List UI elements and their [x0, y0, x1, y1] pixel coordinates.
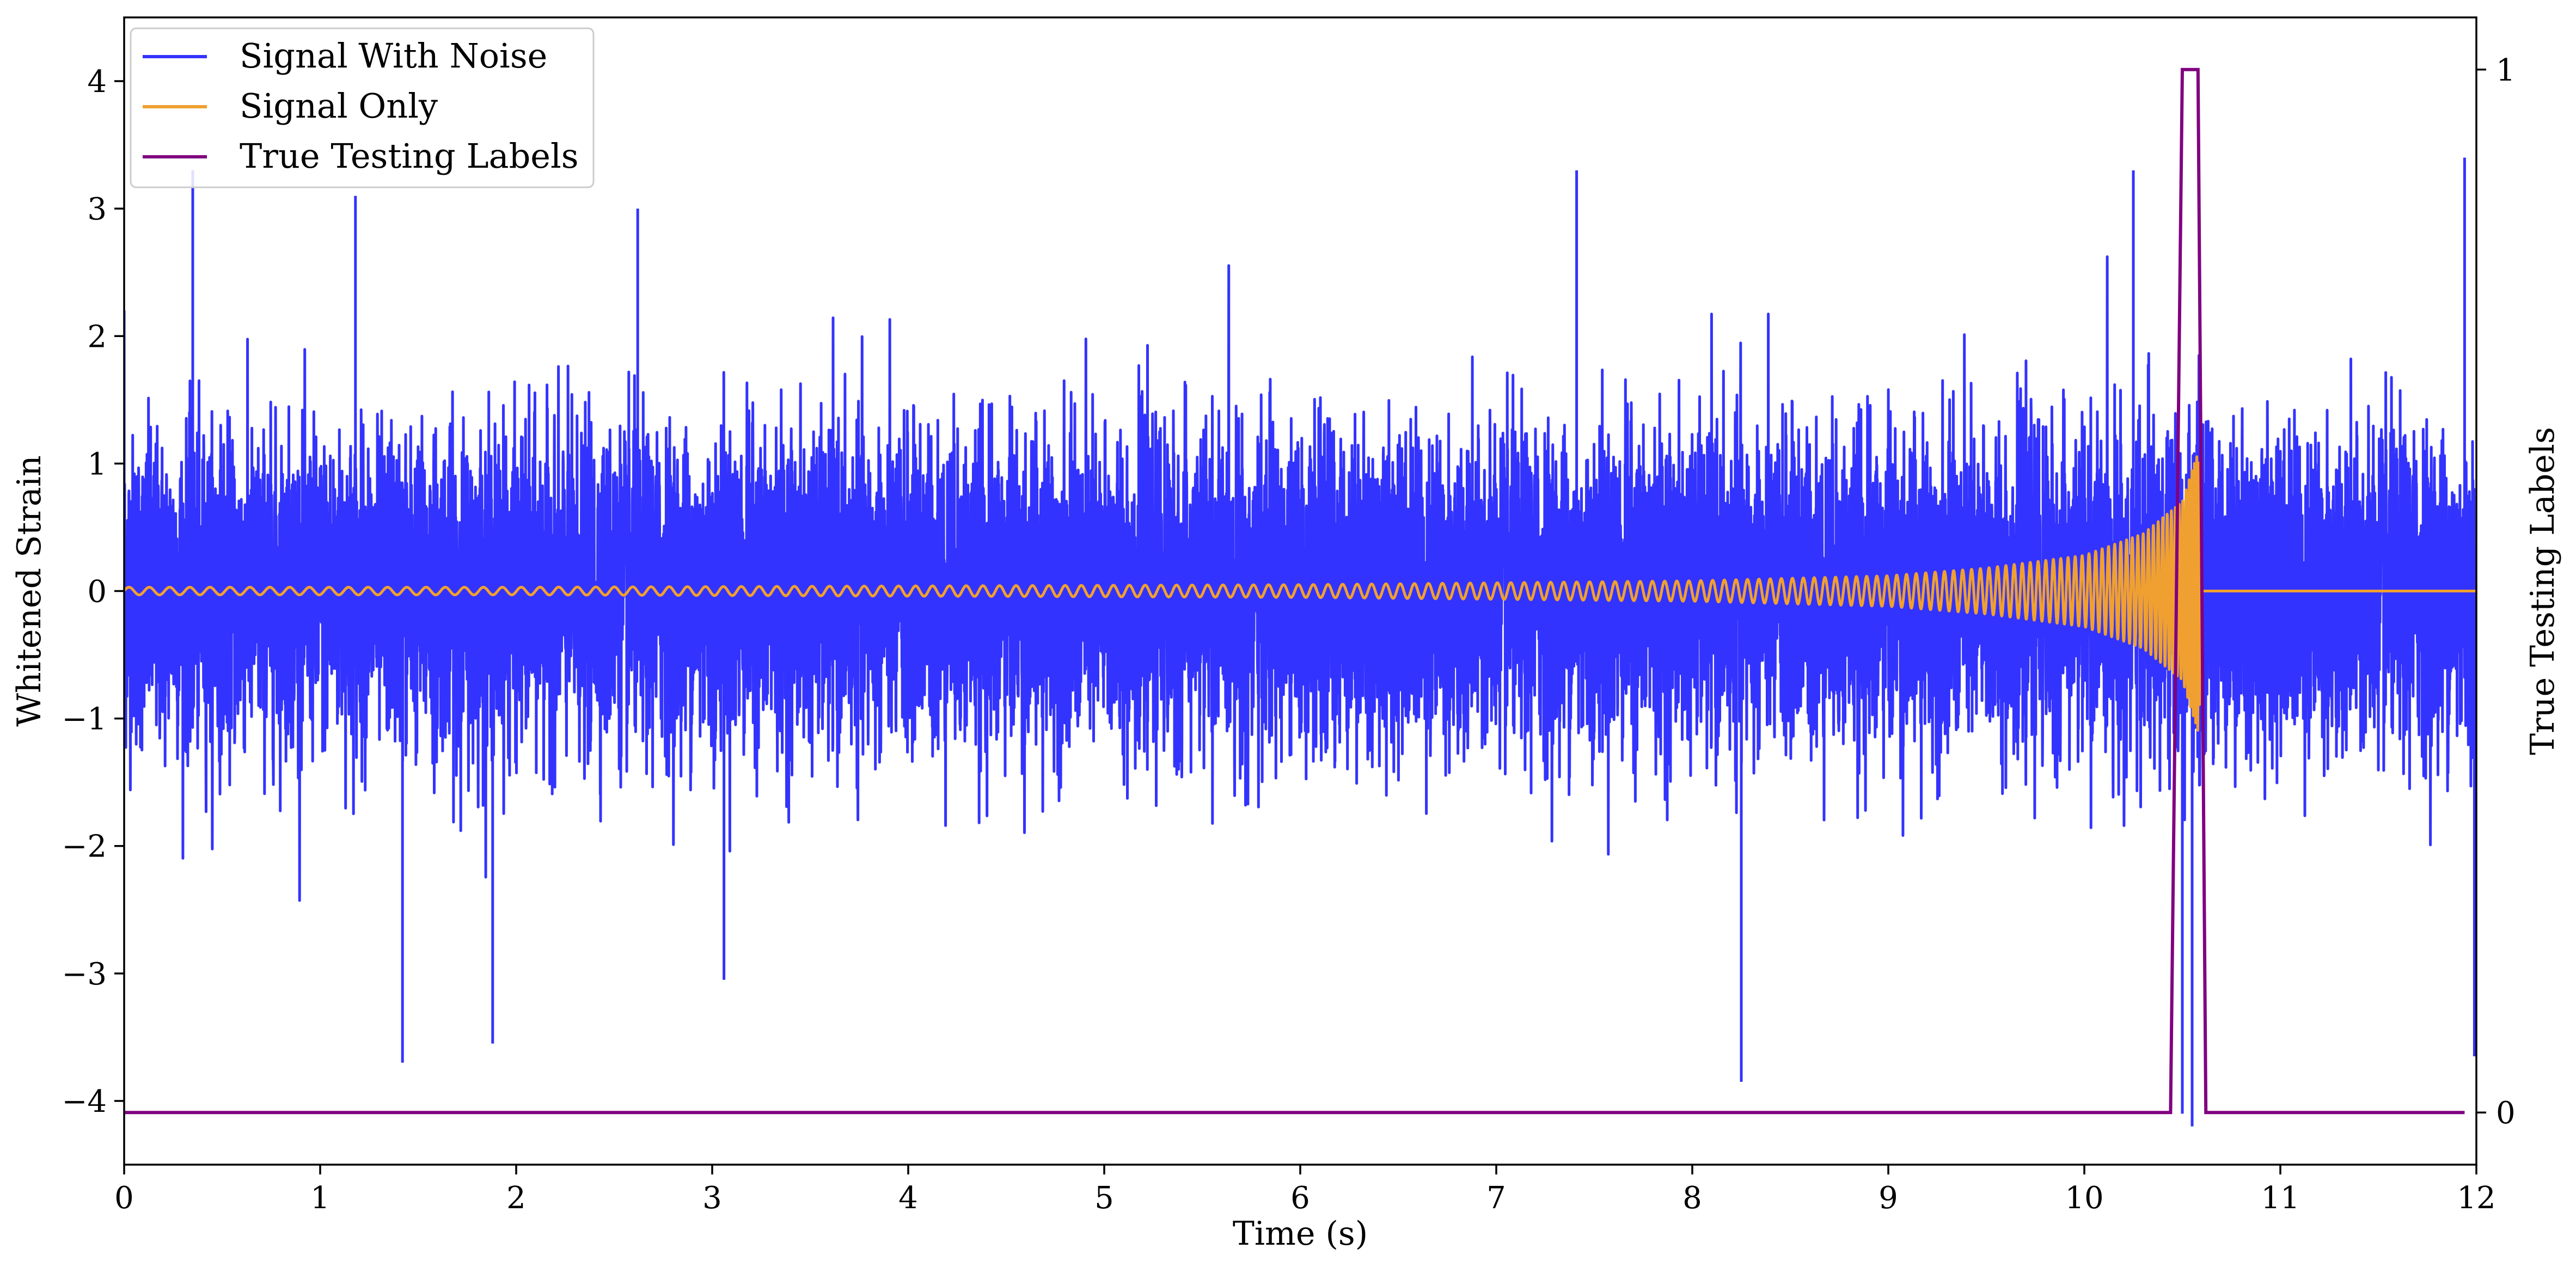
x-tick-label: 11	[2261, 1180, 2299, 1216]
legend-box	[130, 27, 595, 188]
y-tick-label: 4	[87, 64, 107, 100]
series-true-testing-labels	[124, 68, 2465, 1115]
y-tick-label: −3	[62, 957, 107, 992]
y2-axis-title: True Testing Labels	[2524, 427, 2562, 755]
x-tick-label: 6	[1290, 1180, 1310, 1216]
y-tick-label: −4	[62, 1084, 107, 1119]
x-tick-label: 7	[1486, 1180, 1506, 1216]
y-tick-label: 2	[87, 319, 107, 354]
y-tick-label: −2	[62, 829, 107, 865]
x-tick-label: 12	[2457, 1180, 2495, 1216]
x-tick-label: 2	[506, 1180, 526, 1216]
x-axis-title: Time (s)	[1233, 1215, 1368, 1253]
series-signal-with-noise	[124, 255, 2476, 902]
x-tick-label: 3	[702, 1180, 722, 1216]
legend-label: Signal Only	[240, 86, 438, 126]
series-signal-only	[124, 455, 2476, 732]
x-tick-label: 8	[1682, 1180, 1702, 1216]
x-tick-label: 9	[1879, 1180, 1898, 1216]
x-tick-label: 10	[2065, 1180, 2103, 1216]
y2-tick-label: 1	[2496, 53, 2516, 88]
y-tick-label: −1	[62, 702, 107, 737]
legend-label: Signal With Noise	[240, 36, 547, 76]
x-tick-label: 1	[310, 1180, 330, 1216]
x-tick-label: 0	[114, 1180, 134, 1216]
legend-label: True Testing Labels	[240, 136, 579, 176]
y-axis-title: Whitened Strain	[10, 455, 48, 726]
y-tick-label: 1	[87, 446, 107, 482]
y-tick-label: 3	[87, 192, 107, 227]
y-tick-label: 0	[87, 574, 107, 610]
x-tick-label: 4	[898, 1180, 918, 1216]
y2-tick-label: 0	[2496, 1095, 2516, 1131]
x-tick-label: 5	[1094, 1180, 1114, 1216]
